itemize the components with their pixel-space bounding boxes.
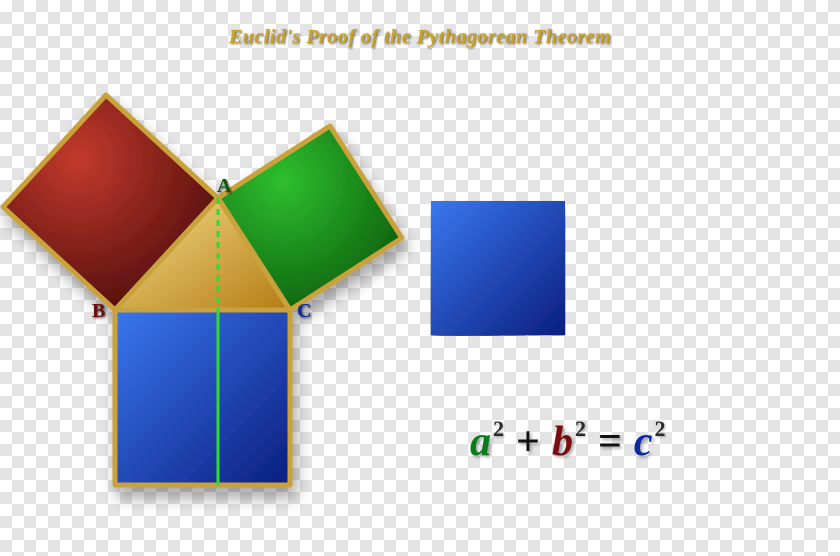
formula-a: a [470,418,491,466]
formula-b: b [552,418,573,466]
vertex-label-b: B [92,300,105,323]
vertex-label-a: A [217,175,231,198]
equation-blue-square [430,200,566,336]
formula-c-exp: 2 [655,416,666,442]
vertex-label-c: C [297,300,311,323]
visual-equation-row: + = [430,200,490,336]
formula-equals: = [598,418,622,466]
formula-a-exp: 2 [493,416,504,442]
formula-c: c [634,418,653,466]
euclid-figure [0,0,840,556]
blue-square [115,310,290,485]
formula-plus: + [516,418,540,466]
formula-b-exp: 2 [575,416,586,442]
pythagorean-formula: a 2 + b 2 = c 2 [470,418,666,466]
